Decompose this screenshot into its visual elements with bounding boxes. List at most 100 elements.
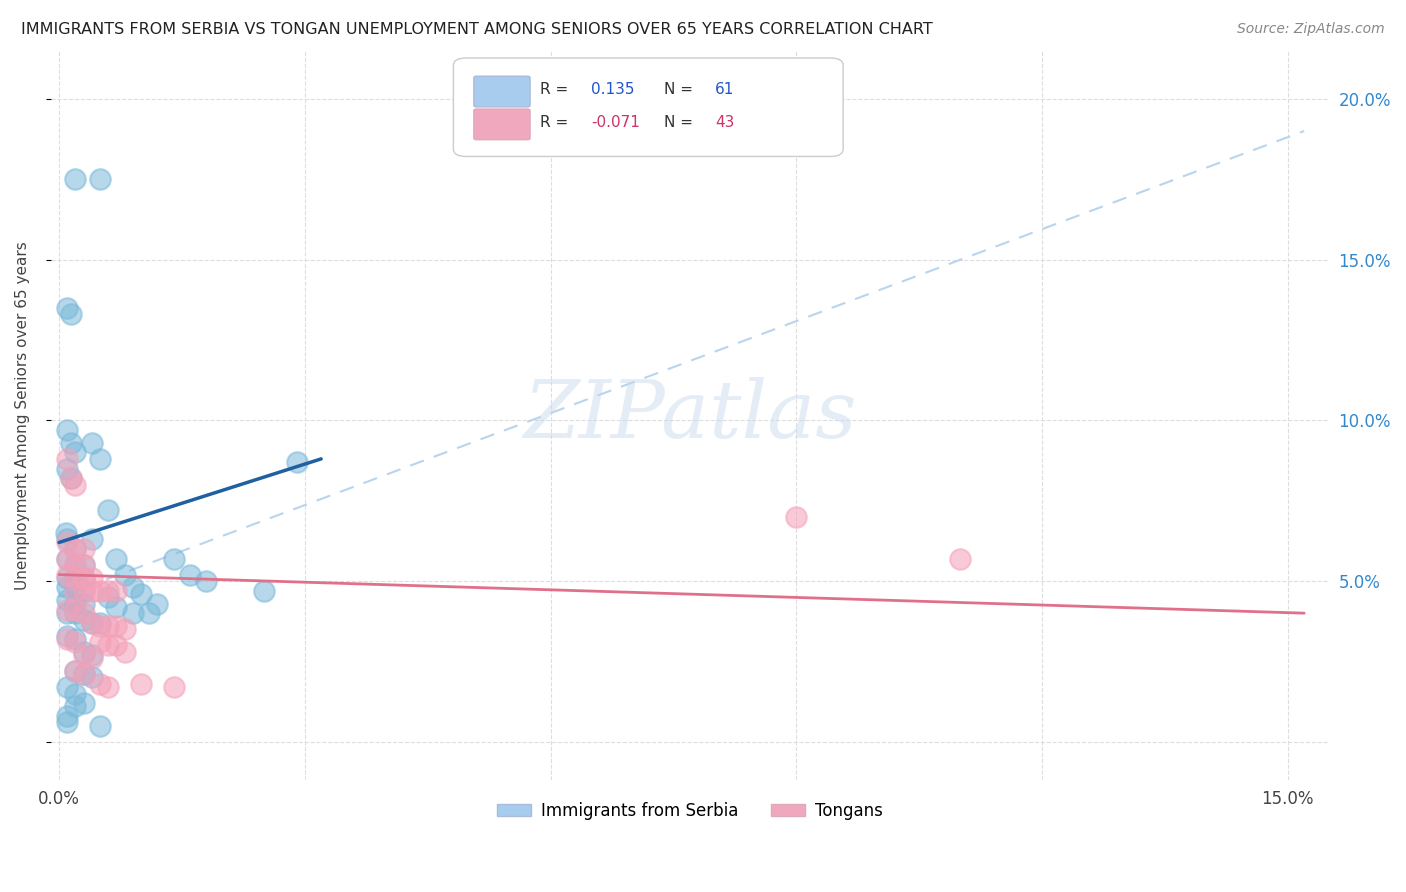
Point (129, 677, 152, 691)
Point (65, 635, 87, 649)
Point (80, 615, 103, 630)
Point (89, 615, 111, 630)
Point (89, 635, 111, 649)
Point (56, 606, 79, 620)
Point (163, 551, 186, 566)
Point (65, 445, 87, 459)
Text: 43: 43 (716, 115, 735, 129)
Point (56, 551, 79, 566)
Point (114, 622, 136, 636)
Point (105, 599, 128, 614)
Point (285, 455, 308, 469)
Point (65, 686, 87, 700)
Text: 61: 61 (716, 82, 735, 97)
Point (65, 664, 87, 678)
Point (56, 535, 79, 549)
Point (72, 558, 94, 572)
Point (65, 541, 87, 556)
Text: Source: ZipAtlas.com: Source: ZipAtlas.com (1237, 22, 1385, 37)
Point (121, 581, 143, 595)
Point (97, 619, 120, 633)
Point (89, 677, 111, 691)
Point (72, 648, 94, 662)
Point (65, 558, 87, 572)
Point (89, 172, 111, 186)
Point (146, 597, 169, 611)
Point (163, 680, 186, 694)
Point (65, 606, 87, 620)
Point (56, 301, 79, 315)
Point (80, 651, 103, 665)
Point (56, 423, 79, 437)
FancyBboxPatch shape (474, 76, 530, 107)
Point (72, 597, 94, 611)
Point (65, 477, 87, 491)
Text: N =: N = (664, 82, 693, 97)
Point (56, 461, 79, 475)
Point (129, 587, 152, 601)
Point (114, 567, 136, 582)
Point (60, 435, 83, 450)
Point (72, 613, 94, 627)
Point (56, 709, 79, 723)
Point (89, 583, 111, 598)
Point (65, 172, 87, 186)
Point (97, 638, 120, 652)
Point (56, 533, 79, 547)
Point (105, 583, 128, 598)
Point (105, 619, 128, 633)
Point (56, 551, 79, 566)
FancyBboxPatch shape (474, 109, 530, 140)
Point (65, 632, 87, 646)
Point (65, 581, 87, 595)
Point (72, 645, 94, 659)
Point (97, 583, 120, 598)
Legend: Immigrants from Serbia, Tongans: Immigrants from Serbia, Tongans (491, 796, 889, 827)
Text: R =: R = (540, 82, 568, 97)
Point (72, 541, 94, 556)
Point (72, 606, 94, 620)
Point (97, 680, 120, 694)
Point (80, 615, 103, 630)
Y-axis label: Unemployment Among Seniors over 65 years: Unemployment Among Seniors over 65 years (15, 241, 30, 590)
Point (97, 503, 120, 517)
Point (65, 603, 87, 617)
Point (72, 583, 94, 598)
Point (55, 525, 77, 540)
Point (949, 551, 972, 566)
Point (56, 680, 79, 694)
Text: IMMIGRANTS FROM SERBIA VS TONGAN UNEMPLOYMENT AMONG SENIORS OVER 65 YEARS CORREL: IMMIGRANTS FROM SERBIA VS TONGAN UNEMPLO… (21, 22, 932, 37)
Point (80, 670, 103, 684)
Text: -0.071: -0.071 (592, 115, 640, 129)
Point (105, 551, 128, 566)
Point (72, 571, 94, 585)
Point (72, 583, 94, 598)
Point (56, 567, 79, 582)
Point (56, 715, 79, 730)
Point (80, 533, 103, 547)
Point (65, 664, 87, 678)
Point (138, 606, 160, 620)
Text: ZIPatlas: ZIPatlas (523, 376, 856, 454)
Point (72, 558, 94, 572)
Point (56, 581, 79, 595)
Point (65, 571, 87, 585)
Point (80, 648, 103, 662)
Point (97, 590, 120, 604)
Point (195, 574, 218, 588)
Point (80, 583, 103, 598)
Point (60, 471, 83, 485)
Point (56, 451, 79, 466)
Point (65, 541, 87, 556)
Point (65, 571, 87, 585)
Point (60, 307, 83, 321)
Point (89, 619, 111, 633)
Point (80, 435, 103, 450)
Point (56, 603, 79, 617)
Point (56, 593, 79, 607)
Text: 0.135: 0.135 (592, 82, 636, 97)
Text: R =: R = (540, 115, 568, 129)
Point (253, 583, 276, 598)
Point (72, 667, 94, 681)
Point (114, 645, 136, 659)
